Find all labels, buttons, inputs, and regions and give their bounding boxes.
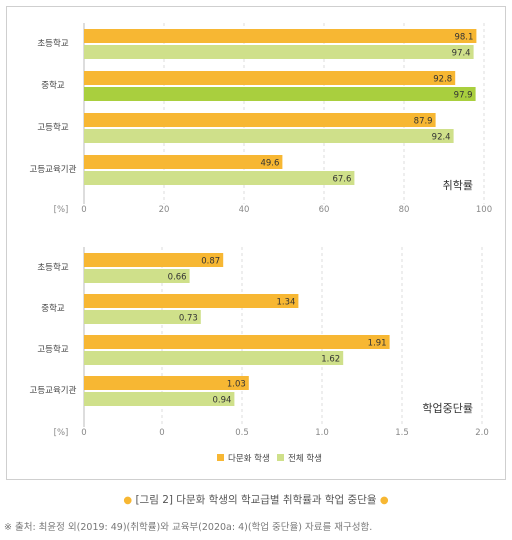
category-label-1-3: 고등교육기관 <box>30 385 77 396</box>
category-label-1-1: 중학교 <box>41 303 65 314</box>
category-label-1-0: 초등학교 <box>37 262 68 273</box>
tick-label-1-0: 0 <box>81 428 86 438</box>
data-label-1-1-1: 0.73 <box>179 314 198 324</box>
bar-1-0-1 <box>84 269 190 283</box>
bar-1-2-0 <box>84 335 390 349</box>
data-label-0-0-1: 97.4 <box>452 49 471 59</box>
bar-0-3-0 <box>84 155 283 169</box>
figure-caption: ● [그림 2] 다문화 학생의 학교급별 취학률과 학업 중단율 ● <box>0 492 512 507</box>
data-label-1-2-0: 1.91 <box>368 339 387 349</box>
data-label-1-3-0: 1.03 <box>227 380 246 390</box>
tick-label-0-1: 20 <box>159 205 170 215</box>
tick-label-0-5: 100 <box>476 205 492 215</box>
bar-1-1-1 <box>84 310 201 324</box>
panel-label-0: 취학률 <box>443 179 473 192</box>
chart-frame: 0 20 40 60 80 100 [%] 초등학교 98.1 97.4 중학교 92.8 97.9 고등… <box>6 6 506 480</box>
tick-label-1-3: 1.0 <box>315 428 329 438</box>
unit-label-0: [%] <box>54 205 69 215</box>
legend-label-0: 다문화 학생 <box>228 453 270 464</box>
caption-bullet-right: ● <box>379 495 389 506</box>
data-label-0-3-1: 67.6 <box>332 175 351 185</box>
bar-0-0-0 <box>84 29 477 43</box>
category-label-0-2: 고등학교 <box>37 122 68 133</box>
tick-label-1-1: 0 <box>159 428 164 438</box>
bar-1-2-1 <box>84 351 344 365</box>
bar-0-1-1 <box>84 87 476 101</box>
caption-bullet-left: ● <box>123 495 133 506</box>
bar-0-1-0 <box>84 71 456 85</box>
category-label-1-2: 고등학교 <box>37 344 68 355</box>
data-label-1-0-0: 0.87 <box>201 257 220 267</box>
tick-label-1-5: 2.0 <box>475 428 489 438</box>
bar-0-0-1 <box>84 45 474 59</box>
data-label-1-1-0: 1.34 <box>276 298 295 308</box>
chart-svg: 0 20 40 60 80 100 [%] 초등학교 98.1 97.4 중학교 92.897.9 고등… <box>30 23 492 464</box>
data-label-0-2-1: 92.4 <box>432 133 451 143</box>
category-label-0-3: 고등교육기관 <box>30 164 77 175</box>
category-label-0-0: 초등학교 <box>37 38 68 49</box>
bar-0-3-1 <box>84 171 355 185</box>
bar-1-3-0 <box>84 376 249 390</box>
data-label-1-3-1: 0.94 <box>212 396 231 406</box>
data-label-1-0-1: 0.66 <box>168 273 187 283</box>
category-label-0-1: 중학교 <box>41 80 65 91</box>
bar-1-1-0 <box>84 294 299 308</box>
data-label-0-2-0: 87.9 <box>414 117 433 127</box>
data-label-0-1-0: 92.8 <box>433 75 452 85</box>
tick-label-0-4: 80 <box>399 205 410 215</box>
tick-label-0-2: 40 <box>239 205 250 215</box>
tick-label-1-2: 0.5 <box>235 428 249 438</box>
bar-1-3-1 <box>84 392 235 406</box>
legend-swatch-0 <box>217 454 224 461</box>
caption-text: [그림 2] 다문화 학생의 학교급별 취학률과 학업 중단율 <box>135 494 377 506</box>
legend-label-1: 전체 학생 <box>288 453 322 464</box>
data-label-0-0-0: 98.1 <box>454 33 473 43</box>
bar-0-2-0 <box>84 113 436 127</box>
tick-label-1-4: 1.5 <box>395 428 409 438</box>
data-label-1-2-1: 1.62 <box>321 355 340 365</box>
data-label-0-3-0: 49.6 <box>260 159 279 169</box>
source-note: ※ 출처: 최윤정 외(2019: 49)(취학률)와 교육부(2020a: 4… <box>4 522 373 533</box>
bar-0-2-1 <box>84 129 454 143</box>
panel-label-1: 학업중단률 <box>422 402 473 415</box>
legend-swatch-1 <box>277 454 284 461</box>
data-label-0-1-1: 97.9 <box>454 91 473 101</box>
tick-label-0-3: 60 <box>319 205 330 215</box>
unit-label-1: [%] <box>54 428 69 438</box>
bar-1-0-0 <box>84 253 224 267</box>
tick-label-0-0: 0 <box>81 205 86 215</box>
